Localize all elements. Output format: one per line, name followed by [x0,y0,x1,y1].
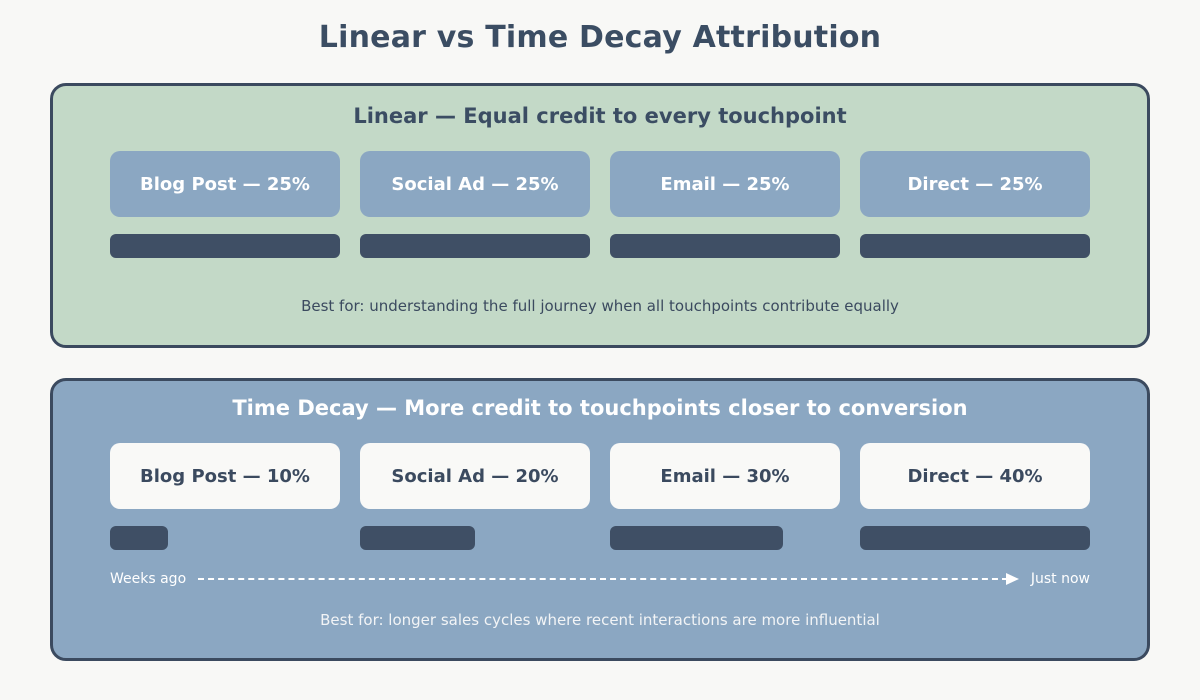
credit-bar-fill-blog-post [110,526,168,550]
credit-bar-fill-social-ad [360,526,475,550]
panel-linear-heading: Linear — Equal credit to every touchpoin… [353,104,847,128]
panel-linear-caption: Best for: understanding the full journey… [301,297,899,315]
touchpoint-card-blog-post[interactable]: Blog Post — 25% [110,151,340,217]
credit-bar-track-social-ad [360,234,590,258]
touchpoint-card-email[interactable]: Email — 30% [610,443,840,509]
credit-bar-fill-direct [860,526,1090,550]
timeline-end-label: Just now [1030,571,1090,587]
touchpoint-card-social-ad[interactable]: Social Ad — 20% [360,443,590,509]
touchpoint-card-direct[interactable]: Direct — 40% [860,443,1090,509]
timeline: Weeks ago Just now [53,572,1147,586]
panel-time-decay-caption: Best for: longer sales cycles where rece… [320,611,880,629]
credit-bar-track-social-ad [360,526,590,550]
touchpoint-card-email[interactable]: Email — 25% [610,151,840,217]
credit-bar-track-direct [860,234,1090,258]
panel-linear-bars [53,234,1147,258]
touchpoint-card-direct[interactable]: Direct — 25% [860,151,1090,217]
panel-time-decay-cards: Blog Post — 10% Social Ad — 20% Email — … [53,443,1147,509]
credit-bar-fill-email [610,526,783,550]
touchpoint-card-blog-post[interactable]: Blog Post — 10% [110,443,340,509]
page-title: Linear vs Time Decay Attribution [318,20,882,55]
credit-bar-fill-social-ad [360,234,590,258]
arrow-right-icon [1005,573,1019,585]
panel-time-decay: Time Decay — More credit to touchpoints … [50,378,1150,661]
credit-bar-fill-direct [860,234,1090,258]
timeline-start-label: Weeks ago [110,571,187,587]
touchpoint-card-social-ad[interactable]: Social Ad — 25% [360,151,590,217]
credit-bar-track-blog-post [110,526,340,550]
credit-bar-track-email [610,234,840,258]
credit-bar-fill-email [610,234,840,258]
panel-linear-cards: Blog Post — 25% Social Ad — 25% Email — … [53,151,1147,217]
credit-bar-track-direct [860,526,1090,550]
credit-bar-track-email [610,526,840,550]
credit-bar-track-blog-post [110,234,340,258]
panel-linear: Linear — Equal credit to every touchpoin… [50,83,1150,348]
panel-time-decay-bars [53,526,1147,550]
credit-bar-fill-blog-post [110,234,340,258]
panel-time-decay-heading: Time Decay — More credit to touchpoints … [232,396,968,420]
timeline-axis [198,573,1019,585]
dashed-line-icon [198,578,1008,580]
